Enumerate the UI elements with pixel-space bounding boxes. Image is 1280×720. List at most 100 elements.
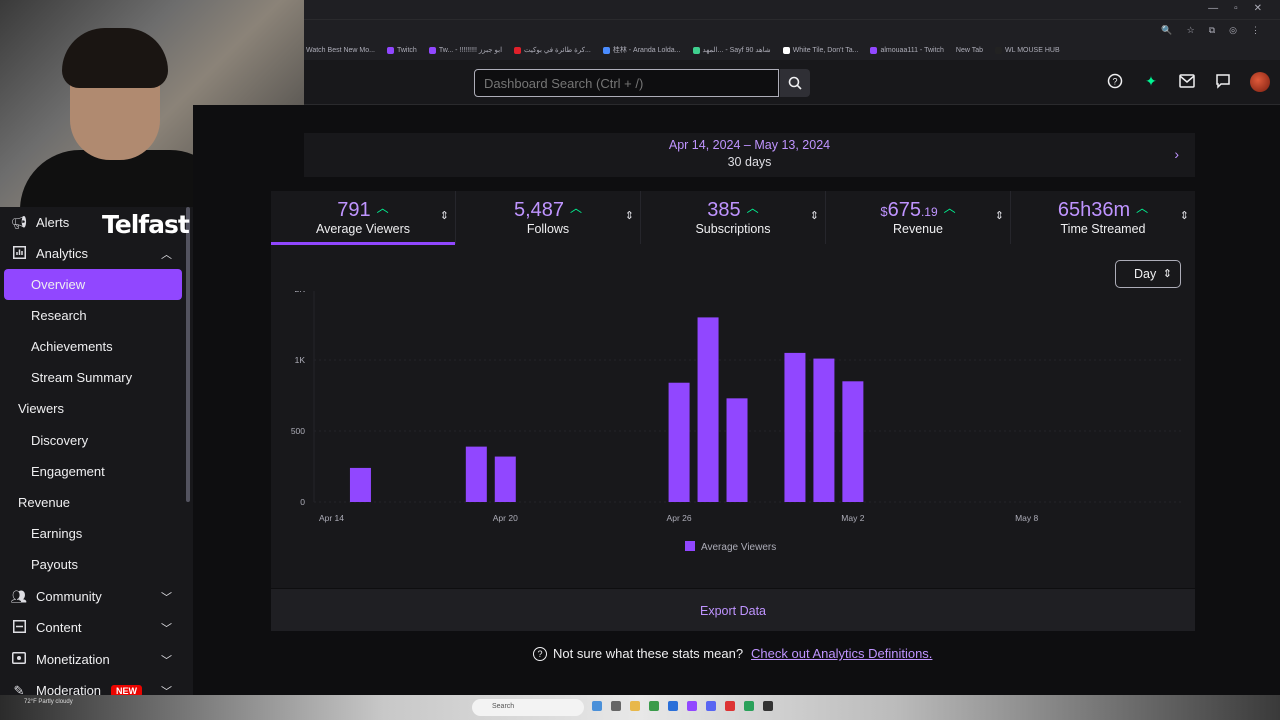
minimize-icon[interactable]: — (1208, 3, 1219, 14)
whispers-icon[interactable] (1214, 72, 1232, 90)
sidebar-item-analytics[interactable]: Analytics ︿ (0, 238, 186, 269)
bookmark[interactable]: White Tile, Don't Ta... (782, 46, 858, 54)
chevron-right-icon[interactable]: › (1174, 146, 1179, 162)
avatar[interactable] (1250, 72, 1270, 92)
weather-widget[interactable]: 72°F Partly cloudy (24, 699, 73, 705)
task-view-icon[interactable] (611, 701, 621, 711)
help-text: Not sure what these stats mean? (553, 646, 744, 661)
sidebar-item-overview[interactable]: Overview (4, 269, 182, 300)
chart-bar[interactable] (465, 446, 487, 502)
bookmark[interactable]: WL MOUSE HUB (995, 46, 1060, 54)
help-icon[interactable]: ? (1106, 72, 1124, 90)
bookmark[interactable]: Tw... - !!!!!!!!! ابو جبرز (428, 46, 502, 54)
sidebar-item-payouts[interactable]: Payouts (0, 549, 186, 580)
youtube-icon (514, 46, 522, 54)
chart-bar[interactable] (784, 352, 806, 502)
sidebar-item-label: Content (36, 620, 82, 635)
stat-time-streamed[interactable]: 65h36m ︿ Time Streamed ⇕ (1011, 191, 1195, 244)
bookmarks-bar: Watch Best New Mo... Twitch Tw... - !!!!… (304, 40, 1280, 60)
sidebar-item-content[interactable]: Content ﹀ (0, 612, 186, 643)
twitch-icon[interactable] (687, 701, 697, 711)
sparkle-icon[interactable]: ✦ (1145, 72, 1157, 89)
restore-icon[interactable]: ▫ (1234, 3, 1238, 14)
granularity-value: Day (1134, 267, 1157, 281)
chrome-icon[interactable] (649, 701, 659, 711)
explorer-icon[interactable] (630, 701, 640, 711)
stat-follows[interactable]: 5,487 ︿ Follows ⇕ (456, 191, 640, 244)
chart-bar[interactable] (494, 456, 516, 502)
sort-icon[interactable]: ⇕ (439, 210, 449, 222)
star-icon[interactable]: ☆ (1186, 25, 1195, 35)
chevron-up-icon: ︿ (161, 248, 172, 261)
chart-bar[interactable] (842, 381, 864, 502)
stat-average-viewers[interactable]: 791 ︿ Average Viewers ⇕ (271, 191, 455, 244)
y-tick-label: 2K (295, 291, 306, 294)
inbox-icon[interactable] (1178, 72, 1196, 90)
divider (455, 191, 456, 244)
close-icon[interactable]: ✕ (1253, 3, 1262, 14)
sort-icon[interactable]: ⇕ (1179, 210, 1189, 222)
obs-icon[interactable] (763, 701, 773, 711)
date-range-selector[interactable]: Apr 14, 2024 – May 13, 2024 30 days › (304, 133, 1195, 177)
zoom-icon[interactable]: 🔍 (1161, 25, 1173, 35)
sort-icon[interactable]: ⇕ (994, 210, 1004, 222)
granularity-select[interactable]: Day ⇕ (1115, 260, 1181, 288)
export-data-button[interactable]: Export Data (699, 604, 766, 618)
app-icon[interactable] (725, 701, 735, 711)
bookmark[interactable]: كرة طائرة في بوكيت... (514, 46, 591, 54)
moderation-icon: ✎ (13, 682, 25, 698)
bookmark[interactable]: Watch Best New Mo... (306, 46, 375, 54)
chart-bar[interactable] (813, 358, 835, 502)
chart-legend: Average Viewers (685, 541, 776, 553)
bookmark[interactable]: almouaa111 - Twitch (870, 46, 944, 54)
sidebar-item-engagement[interactable]: Engagement (0, 456, 186, 487)
profile-icon[interactable]: ◎ (1229, 25, 1237, 35)
sidebar-item-label: Stream Summary (31, 370, 133, 385)
sidebar-item-stream-summary[interactable]: Stream Summary (0, 362, 186, 393)
nav-icons: ? ✦ (1106, 72, 1270, 92)
app-icon[interactable] (744, 701, 754, 711)
taskbar-search[interactable]: Search (472, 699, 584, 716)
new-badge: NEW (111, 684, 143, 697)
edge-icon[interactable] (668, 701, 678, 711)
stat-subscriptions[interactable]: 385 ︿ Subscriptions ⇕ (641, 191, 825, 244)
stat-value: 791 ︿ (337, 199, 389, 221)
windows-icon[interactable] (592, 701, 602, 711)
bookmark[interactable]: 桂林 - Aranda Lolda... (602, 45, 681, 55)
search-button[interactable] (780, 69, 810, 97)
search-input[interactable] (474, 69, 779, 97)
chart-grid (313, 291, 1183, 503)
sidebar-item-earnings[interactable]: Earnings (0, 518, 186, 549)
sidebar-item-moderation[interactable]: ✎ Moderation NEW ﹀ (0, 675, 186, 706)
sidebar-item-label: Research (31, 308, 87, 323)
menu-icon[interactable]: ⋮ (1251, 25, 1260, 35)
sort-icon[interactable]: ⇕ (809, 210, 819, 222)
chart-bar[interactable] (726, 398, 748, 502)
sidebar-item-research[interactable]: Research (0, 300, 186, 331)
x-tick-label: Apr 26 (667, 513, 692, 523)
chart-bar[interactable] (668, 382, 690, 502)
sidebar-item-discovery[interactable]: Discovery (0, 425, 186, 456)
select-arrows-icon: ⇕ (1162, 268, 1172, 280)
chart-bar[interactable] (697, 317, 719, 502)
sidebar-item-community[interactable]: 👥︎ Community ﹀ (0, 581, 186, 612)
bookmark[interactable]: New Tab (955, 46, 984, 54)
sidebar-item-achievements[interactable]: Achievements (0, 331, 186, 362)
selected-stat-indicator (271, 242, 455, 245)
analytics-definitions-link[interactable]: Check out Analytics Definitions. (751, 646, 933, 661)
stat-revenue[interactable]: $675.19 ︿ Revenue ⇕ (826, 191, 1010, 244)
trend-up-icon: ︿ (943, 201, 956, 215)
sidebar-scrollbar[interactable] (186, 207, 190, 502)
bookmark[interactable]: المهد... - Sayf 90 شاهد (692, 46, 771, 54)
sort-icon[interactable]: ⇕ (624, 210, 634, 222)
sidebar-item-monetization[interactable]: Monetization ﹀ (0, 644, 186, 675)
extensions-icon[interactable]: ⧉ (1208, 25, 1216, 35)
chart-bar[interactable] (349, 467, 371, 502)
discord-icon[interactable] (706, 701, 716, 711)
site-icon (995, 46, 1003, 54)
sidebar-item-label: Engagement (31, 464, 105, 479)
x-tick-label: May 8 (1015, 513, 1038, 523)
site-icon (602, 46, 610, 54)
sidebar-item-alerts[interactable]: 📢︎ Alerts (0, 207, 186, 238)
bookmark[interactable]: Twitch (386, 46, 417, 54)
